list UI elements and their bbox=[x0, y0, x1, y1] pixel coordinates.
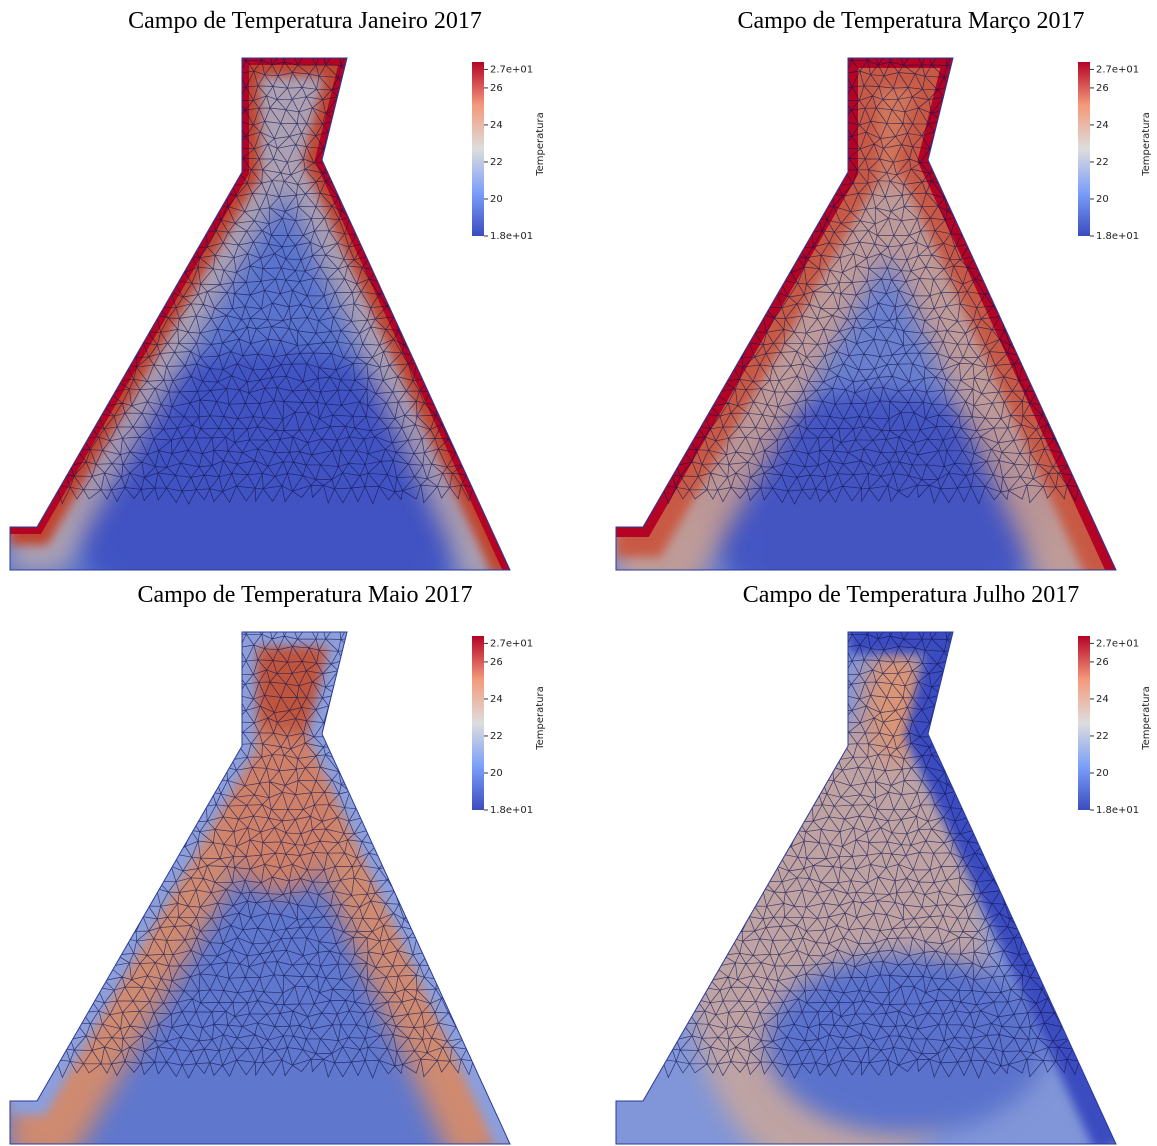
colorbar: 2.7e+01 26 24 22 20 1.8e+01 Temperatura bbox=[1078, 62, 1152, 242]
colorbar-gradient bbox=[472, 62, 484, 236]
page: Campo de Temperatura Janeiro 2017 2.7e+01… bbox=[0, 0, 1157, 1146]
colorbar-tick-label: 24 bbox=[490, 120, 503, 131]
colorbar-tick-label: 24 bbox=[1096, 120, 1109, 131]
temperature-field bbox=[0, 47, 528, 650]
colorbar-tick-label: 20 bbox=[490, 768, 503, 779]
colorbar: 2.7e+01 26 24 22 20 1.8e+01 Temperatura bbox=[472, 62, 546, 242]
temperature-field bbox=[603, 47, 1134, 630]
colorbar: 2.7e+01 26 24 22 20 1.8e+01 Temperatura bbox=[472, 636, 546, 816]
colorbar-tick-label: 2.7e+01 bbox=[1096, 638, 1139, 649]
colorbar-tick-label: 22 bbox=[1096, 157, 1109, 168]
panel: Campo de Temperatura Julho 2017 2.7e+01 26… bbox=[603, 582, 1153, 1146]
colorbar-tick-label: 1.8e+01 bbox=[490, 805, 533, 816]
panel: Campo de Temperatura Janeiro 2017 2.7e+01… bbox=[0, 8, 546, 650]
colorbar-tick-label: 24 bbox=[1096, 694, 1109, 705]
temperature-field bbox=[603, 621, 1134, 1146]
colorbar-title: Temperatura bbox=[1141, 112, 1152, 177]
colorbar: 2.7e+01 26 24 22 20 1.8e+01 Temperatura bbox=[1078, 636, 1152, 816]
colorbar-gradient bbox=[1078, 636, 1090, 810]
colorbar-tick-label: 1.8e+01 bbox=[1096, 231, 1139, 242]
colorbar-title: Temperatura bbox=[535, 112, 546, 177]
colorbar-tick-label: 1.8e+01 bbox=[490, 231, 533, 242]
colorbar-tick-label: 2.7e+01 bbox=[490, 638, 533, 649]
colorbar-title: Temperatura bbox=[535, 686, 546, 751]
colorbar-tick-label: 22 bbox=[490, 157, 503, 168]
colorbar-tick-label: 22 bbox=[490, 731, 503, 742]
panel-title: Campo de Temperatura Maio 2017 bbox=[137, 582, 472, 608]
colorbar-tick-label: 20 bbox=[490, 194, 503, 205]
panel: Campo de Temperatura Maio 20172.7e+01262… bbox=[0, 582, 546, 1144]
colorbar-tick-label: 26 bbox=[1096, 657, 1109, 668]
panel-title: Campo de Temperatura Julho 2017 bbox=[743, 582, 1079, 608]
colorbar-tick-label: 26 bbox=[1096, 83, 1109, 94]
colorbar-tick-label: 20 bbox=[1096, 194, 1109, 205]
temperature-field bbox=[0, 621, 528, 1144]
colorbar-tick-label: 20 bbox=[1096, 768, 1109, 779]
colorbar-tick-label: 2.7e+01 bbox=[490, 64, 533, 75]
colorbar-gradient bbox=[472, 636, 484, 810]
colorbar-tick-label: 1.8e+01 bbox=[1096, 805, 1139, 816]
colorbar-title: Temperatura bbox=[1141, 686, 1152, 751]
colorbar-gradient bbox=[1078, 62, 1090, 236]
colorbar-tick-label: 22 bbox=[1096, 731, 1109, 742]
colorbar-tick-label: 26 bbox=[490, 657, 503, 668]
figure: Campo de Temperatura Janeiro 2017 2.7e+01… bbox=[0, 0, 1157, 1146]
colorbar-tick-label: 2.7e+01 bbox=[1096, 64, 1139, 75]
colorbar-tick-label: 24 bbox=[490, 694, 503, 705]
panel-title: Campo de Temperatura Janeiro 2017 bbox=[128, 8, 482, 34]
panel: Campo de Temperatura Março 2017 2.7e+01 26… bbox=[603, 8, 1153, 630]
panel-title: Campo de Temperatura Março 2017 bbox=[737, 8, 1084, 34]
colorbar-tick-label: 26 bbox=[490, 83, 503, 94]
